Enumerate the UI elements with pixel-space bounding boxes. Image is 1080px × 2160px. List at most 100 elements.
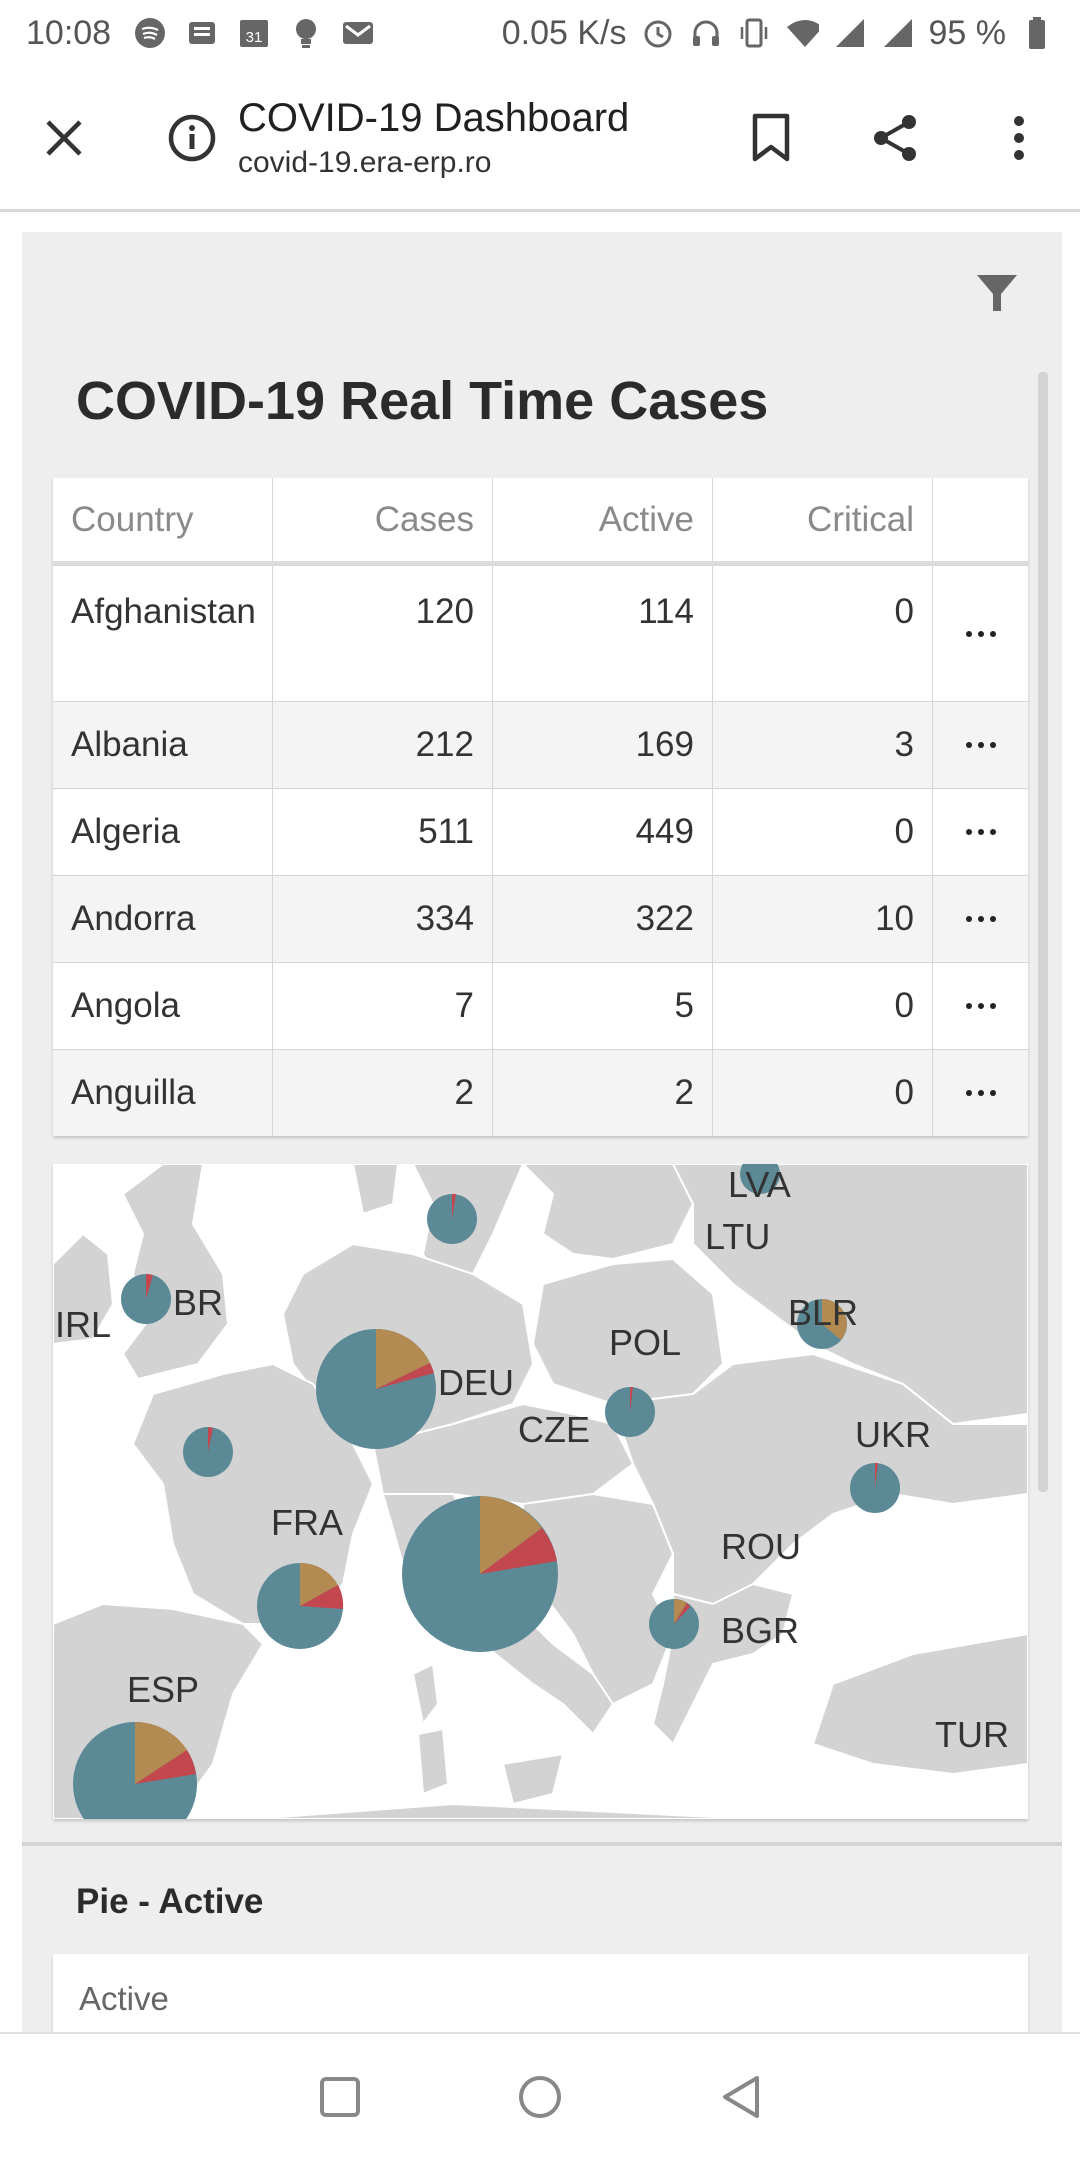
more-horizontal-icon [965, 630, 996, 637]
scrollbar[interactable] [1038, 372, 1048, 1492]
pie-card: Active [53, 1954, 1028, 2032]
cell-critical: 10 [713, 876, 933, 962]
home-icon[interactable] [515, 2072, 565, 2122]
web-content: COVID-19 Real Time Cases Country Cases A… [0, 212, 1080, 2032]
signal-icon [881, 16, 915, 50]
info-icon[interactable] [164, 110, 220, 166]
row-more-button[interactable] [933, 1050, 1028, 1136]
cell-cases: 334 [273, 876, 493, 962]
row-more-button[interactable] [933, 702, 1028, 788]
column-header-active[interactable]: Active [493, 478, 713, 561]
navigation-bar [0, 2032, 1080, 2160]
share-icon[interactable] [860, 103, 930, 173]
close-icon[interactable] [34, 108, 94, 168]
filter-icon[interactable] [974, 270, 1020, 316]
cell-active: 449 [493, 789, 713, 875]
more-horizontal-icon [965, 829, 996, 835]
cell-country: Anguilla [53, 1050, 273, 1136]
cell-active: 169 [493, 702, 713, 788]
battery-icon [1020, 16, 1054, 50]
map-label: DEU [438, 1362, 515, 1403]
cell-cases: 2 [273, 1050, 493, 1136]
column-header-critical[interactable]: Critical [713, 478, 933, 561]
headphones-icon [689, 16, 723, 50]
cell-critical: 0 [713, 566, 933, 701]
bulb-icon [289, 16, 323, 50]
column-header-country[interactable]: Country [53, 478, 273, 561]
map-label: LVA [728, 1164, 791, 1205]
spotify-icon [133, 16, 167, 50]
map-label: BGR [721, 1610, 800, 1651]
europe-cases-map[interactable]: LVA LTU IRL BR POL BLR DEU CZE UKR FRA R… [53, 1164, 1028, 1819]
cell-country: Andorra [53, 876, 273, 962]
table-row[interactable]: Albania 212 169 3 [53, 701, 1028, 788]
status-time: 10:08 [26, 13, 112, 52]
cell-active: 322 [493, 876, 713, 962]
dashboard-panel: COVID-19 Real Time Cases Country Cases A… [22, 232, 1062, 2032]
page-url: covid-19.era-erp.ro [238, 145, 492, 179]
cases-table: Country Cases Active Critical Afghanista… [53, 478, 1028, 1136]
column-header-cases[interactable]: Cases [273, 478, 493, 561]
map-label: BR [173, 1282, 224, 1323]
map-label: ESP [127, 1669, 200, 1710]
map-label: UKR [855, 1414, 932, 1455]
row-more-button[interactable] [933, 876, 1028, 962]
cell-country: Algeria [53, 789, 273, 875]
row-more-button[interactable] [933, 566, 1028, 701]
table-row[interactable]: Angola 7 5 0 [53, 962, 1028, 1049]
map-label: LTU [705, 1216, 771, 1257]
cell-country: Angola [53, 963, 273, 1049]
bookmark-icon[interactable] [736, 103, 806, 173]
map-label: BLR [788, 1292, 859, 1333]
map-label: CZE [518, 1409, 590, 1450]
map-label: ROU [721, 1526, 801, 1567]
cell-country: Albania [53, 702, 273, 788]
status-bar: 10:08 31 0.05 K/s [0, 0, 1080, 66]
network-speed: 0.05 K/s [501, 13, 627, 52]
cell-cases: 511 [273, 789, 493, 875]
table-row[interactable]: Afghanistan 120 114 0 [53, 565, 1028, 701]
news-icon [185, 16, 219, 50]
alarm-icon [641, 16, 675, 50]
calendar-icon: 31 [237, 16, 271, 50]
row-more-button[interactable] [933, 963, 1028, 1049]
cell-cases: 7 [273, 963, 493, 1049]
more-options-icon[interactable] [984, 103, 1054, 173]
cell-critical: 3 [713, 702, 933, 788]
column-header-actions [933, 478, 1028, 561]
more-horizontal-icon [965, 742, 996, 748]
more-horizontal-icon [965, 916, 996, 922]
signal-icon [833, 16, 867, 50]
map-label: IRL [55, 1304, 112, 1345]
more-horizontal-icon [965, 1003, 996, 1009]
map-label: FRA [271, 1502, 343, 1543]
cell-critical: 0 [713, 789, 933, 875]
svg-text:31: 31 [246, 29, 263, 46]
battery-percent: 95 % [928, 13, 1007, 52]
page-title: COVID-19 Dashboard [238, 95, 630, 140]
cell-active: 114 [493, 566, 713, 701]
table-row[interactable]: Anguilla 2 2 0 [53, 1049, 1028, 1136]
cell-country: Afghanistan [53, 566, 273, 701]
map-label: TUR [935, 1714, 1009, 1755]
map-graphic [53, 1164, 1028, 1819]
recents-icon[interactable] [315, 2072, 365, 2122]
cell-cases: 212 [273, 702, 493, 788]
section-divider [22, 1842, 1062, 1846]
cell-active: 2 [493, 1050, 713, 1136]
table-row[interactable]: Andorra 334 322 10 [53, 875, 1028, 962]
cell-critical: 0 [713, 1050, 933, 1136]
gmail-icon [341, 16, 375, 50]
table-row[interactable]: Algeria 511 449 0 [53, 788, 1028, 875]
back-icon[interactable] [715, 2072, 765, 2122]
cell-active: 5 [493, 963, 713, 1049]
pie-section-title: Pie - Active [76, 1882, 264, 1921]
wifi-icon [785, 16, 819, 50]
pie-card-label: Active [79, 1980, 169, 2017]
page-identity[interactable]: COVID-19 Dashboard covid-19.era-erp.ro [238, 93, 629, 183]
map-label: POL [609, 1322, 682, 1363]
cell-critical: 0 [713, 963, 933, 1049]
vibrate-icon [737, 16, 771, 50]
row-more-button[interactable] [933, 789, 1028, 875]
dashboard-title: COVID-19 Real Time Cases [76, 371, 769, 431]
